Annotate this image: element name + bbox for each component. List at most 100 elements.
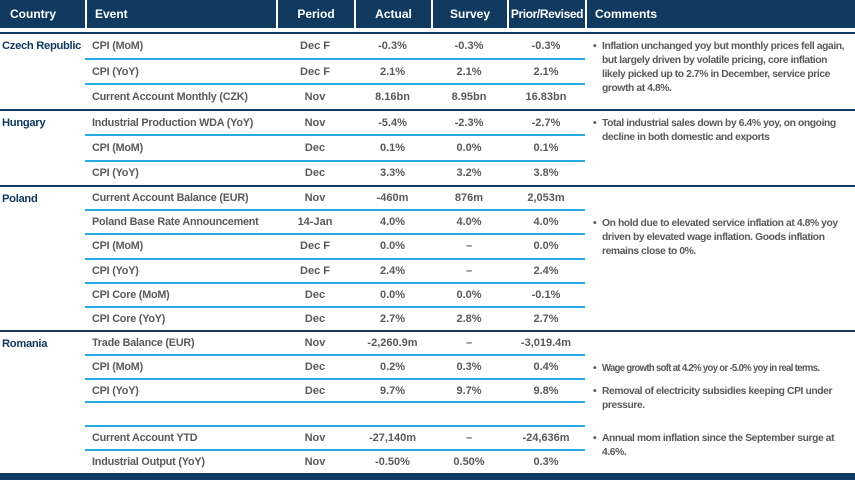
prior-cell: 3.8% xyxy=(533,167,559,180)
bullet-icon: • xyxy=(593,386,597,397)
prior-cell: 9.8% xyxy=(533,384,559,397)
survey-cell: – xyxy=(465,432,473,445)
comment-bullet: • Removal of electricity subsidies keepin… xyxy=(593,385,852,413)
period-cell: Nov xyxy=(304,456,326,469)
table-row: CPI (YoY) Dec F 2.1% 2.1% 2.1% xyxy=(85,60,585,86)
actual-cell: 3.3% xyxy=(379,167,406,180)
actual-cell: 9.7% xyxy=(379,384,406,397)
event-cell: Poland Base Rate Announcement xyxy=(92,216,259,229)
prior-cell: 0.1% xyxy=(533,141,559,154)
bullet-icon: • xyxy=(593,41,597,52)
period-cell: Nov xyxy=(304,116,326,129)
prior-cell: -3,019.4m xyxy=(520,336,572,349)
period-cell: Dec xyxy=(304,360,326,373)
table-row: CPI Core (MoM) Dec 0.0% 0.0% -0.1% xyxy=(85,284,585,308)
period-cell: Dec xyxy=(304,141,326,154)
table-row xyxy=(85,403,585,428)
table-row: Industrial Output (YoY) Nov -0.50% 0.50% 0.3… xyxy=(85,451,585,473)
event-cell: CPI Core (YoY) xyxy=(92,312,166,325)
period-cell xyxy=(276,403,354,425)
survey-cell xyxy=(431,403,507,425)
section-hungary: Hungary Industrial Production WDA (YoY) No… xyxy=(0,109,855,185)
section-rows: CPI (MoM) Dec F -0.3% -0.3% -0.3% CPI (YoY) De… xyxy=(85,34,585,109)
survey-cell: 9.7% xyxy=(456,384,482,397)
bullet-icon: • xyxy=(593,363,597,374)
survey-cell: -2.3% xyxy=(454,116,484,129)
period-cell: Dec xyxy=(304,288,326,301)
survey-cell: -0.3% xyxy=(454,39,484,52)
table-body: Czech Republic CPI (MoM) Dec F -0.3% -0.3% -0… xyxy=(0,32,855,473)
actual-cell: -0.3% xyxy=(378,39,407,52)
table-row: CPI Core (YoY) Dec 2.7% 2.8% 2.7% xyxy=(85,308,585,330)
prior-cell: -2.7% xyxy=(531,116,561,129)
period-cell: 14-Jan xyxy=(297,216,333,229)
event-cell: Trade Balance (EUR) xyxy=(92,336,195,349)
event-cell: CPI (MoM) xyxy=(92,360,143,373)
country-label: Poland xyxy=(2,193,38,205)
comment-bullet: • On hold due to elevated service inflati… xyxy=(593,217,852,259)
comment-text: Annual mom inflation since the September… xyxy=(602,433,835,458)
event-cell: CPI (YoY) xyxy=(92,384,139,397)
period-cell: Dec F xyxy=(300,65,330,78)
column-header-country: Country xyxy=(10,7,56,21)
actual-cell: -27,140m xyxy=(368,432,417,445)
prior-cell: 16.83bn xyxy=(525,91,567,104)
period-cell: Nov xyxy=(304,432,326,445)
column-header-event: Event xyxy=(85,0,276,28)
period-cell: Dec xyxy=(304,312,326,325)
table-row: CPI (YoY) Dec F 2.4% – 2.4% xyxy=(85,260,585,284)
column-header-survey: Survey xyxy=(431,0,507,28)
actual-cell: 2.4% xyxy=(379,264,406,277)
survey-cell: 0.3% xyxy=(456,360,482,373)
table-row: Poland Base Rate Announcement 14-Jan 4.0% 4… xyxy=(85,211,585,236)
actual-cell: 0.0% xyxy=(379,288,406,301)
period-cell: Dec F xyxy=(300,240,330,253)
prior-cell: 2,053m xyxy=(527,192,565,205)
survey-cell: 2.1% xyxy=(456,65,482,78)
event-cell: Current Account Balance (EUR) xyxy=(92,192,249,205)
period-cell: Dec F xyxy=(300,39,330,52)
actual-cell: -0.50% xyxy=(375,456,410,469)
survey-cell: – xyxy=(465,240,473,253)
table-row: CPI (YoY) Dec 9.7% 9.7% 9.8% xyxy=(85,380,585,404)
actual-cell: -2,260.9m xyxy=(367,336,418,349)
comment-bullet: • Wage growth soft at 4.2% yoy or -5.0% y… xyxy=(593,362,852,376)
section-rows: Current Account Balance (EUR) Nov -460m 876… xyxy=(85,187,585,330)
survey-cell: – xyxy=(465,336,473,349)
table-row: Trade Balance (EUR) Nov -2,260.9m – -3,019.4… xyxy=(85,332,585,356)
event-cell: Industrial Production WDA (YoY) xyxy=(92,116,254,129)
actual-cell: 2.1% xyxy=(379,65,406,78)
event-cell: CPI (YoY) xyxy=(92,264,139,277)
survey-cell: 2.8% xyxy=(456,312,482,325)
section-rows: Industrial Production WDA (YoY) Nov -5.4% -… xyxy=(85,111,585,185)
event-cell: Current Account YTD xyxy=(92,432,198,445)
bullet-icon: • xyxy=(593,218,597,229)
event-cell: CPI (MoM) xyxy=(92,141,143,154)
period-cell: Dec xyxy=(304,167,326,180)
bullet-icon: • xyxy=(593,118,597,129)
section-czech-republic: Czech Republic CPI (MoM) Dec F -0.3% -0.3% -0… xyxy=(0,32,855,109)
table-row: Current Account Balance (EUR) Nov -460m 876… xyxy=(85,187,585,212)
period-cell: Nov xyxy=(304,192,326,205)
prior-cell: 0.4% xyxy=(533,360,559,373)
prior-cell: 0.0% xyxy=(533,240,559,253)
comment-text: On hold due to elevated service inflatio… xyxy=(602,218,838,257)
period-cell: Nov xyxy=(304,336,326,349)
column-header-period: Period xyxy=(276,0,354,28)
table-row: CPI (MoM) Dec F 0.0% – 0.0% xyxy=(85,235,585,260)
prior-cell: -0.1% xyxy=(531,288,561,301)
event-cell: CPI (YoY) xyxy=(92,167,139,180)
survey-cell: 3.2% xyxy=(456,167,482,180)
survey-cell: 0.50% xyxy=(453,456,485,469)
actual-cell: 8.16bn xyxy=(375,91,410,104)
survey-cell: – xyxy=(465,264,473,277)
table-row: CPI (YoY) Dec 3.3% 3.2% 3.8% xyxy=(85,162,585,185)
country-label: Hungary xyxy=(2,117,46,129)
prior-cell: -24,636m xyxy=(522,432,570,445)
event-cell xyxy=(85,403,276,425)
table-row: CPI (MoM) Dec 0.1% 0.0% 0.1% xyxy=(85,136,585,162)
column-header-comments: Comments xyxy=(585,0,855,28)
comments-cell: • Wage growth soft at 4.2% yoy or -5.0% y… xyxy=(585,332,855,473)
comment-text: Total industrial sales down by 6.4% yoy,… xyxy=(602,118,836,143)
prior-cell: 2.1% xyxy=(533,65,559,78)
